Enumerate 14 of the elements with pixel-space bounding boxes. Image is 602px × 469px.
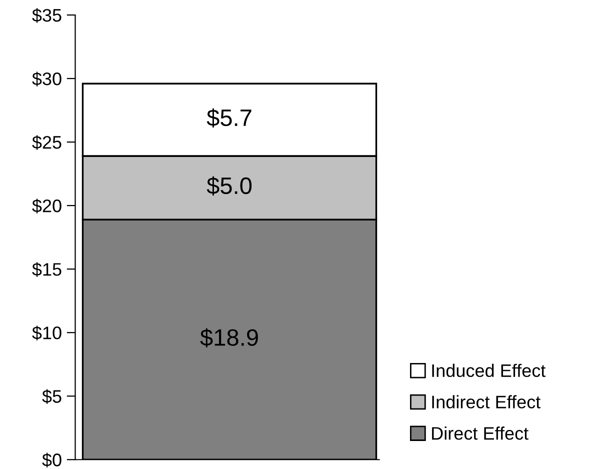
y-tick-label: $30 xyxy=(32,72,62,86)
y-tick-label: $0 xyxy=(42,452,62,468)
legend-label: Direct Effect xyxy=(432,426,528,440)
data-label: $5.0 xyxy=(206,176,252,196)
y-tick-label: $5 xyxy=(42,389,62,404)
y-tick-label: $20 xyxy=(32,198,62,214)
y-tick-label: $10 xyxy=(32,326,62,340)
data-label: $5.7 xyxy=(206,108,252,128)
legend-label: Indirect Effect xyxy=(432,395,541,408)
legend-label: Induced Effect xyxy=(432,364,546,378)
y-tick-label: $35 xyxy=(32,8,62,23)
y-tick-label: $25 xyxy=(32,135,62,150)
y-tick-label: $15 xyxy=(32,262,62,277)
data-label: $18.9 xyxy=(200,328,258,348)
